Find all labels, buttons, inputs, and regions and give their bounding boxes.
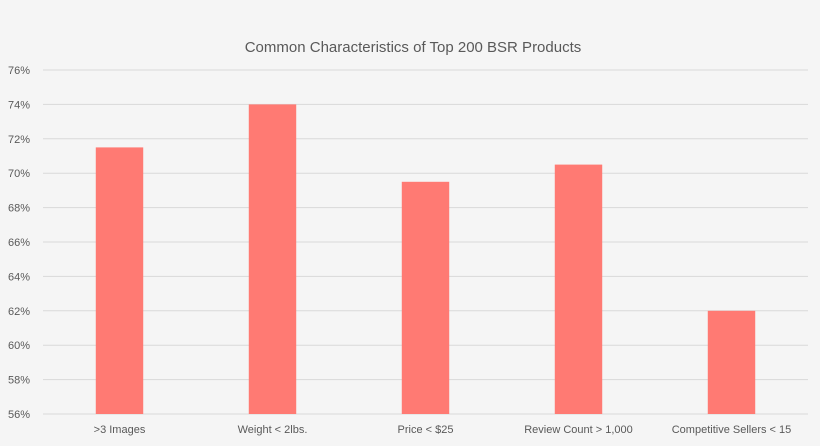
y-tick-label: 56% [8,409,30,421]
y-tick-label: 64% [8,271,30,283]
bar [248,104,297,415]
y-tick-label: 60% [8,340,30,352]
bar [554,164,603,414]
y-tick-label: 72% [8,134,30,146]
y-tick-label: 74% [8,99,30,111]
chart-title: Common Characteristics of Top 200 BSR Pr… [245,39,582,56]
y-tick-label: 66% [8,237,30,249]
bar [95,147,144,414]
x-category-label: Review Count > 1,000 [524,424,633,436]
bar [707,310,756,414]
y-tick-label: 58% [8,375,30,387]
bar [401,181,450,414]
y-tick-label: 62% [8,306,30,318]
bars [95,104,756,415]
y-axis-ticks: 56% 58% 60% 62% 64% 66% 68% 70% 72% 74% 76% [8,65,30,421]
x-category-label: >3 Images [94,424,146,436]
x-category-label: Weight < 2lbs. [238,424,308,436]
y-tick-label: 68% [8,203,30,215]
x-category-label: Competitive Sellers < 15 [672,424,792,436]
y-tick-label: 70% [8,168,30,180]
x-axis-labels: >3 Images Weight < 2lbs. Price < $25 Review… [94,424,792,436]
y-tick-label: 76% [8,65,30,77]
x-category-label: Price < $25 [398,424,454,436]
